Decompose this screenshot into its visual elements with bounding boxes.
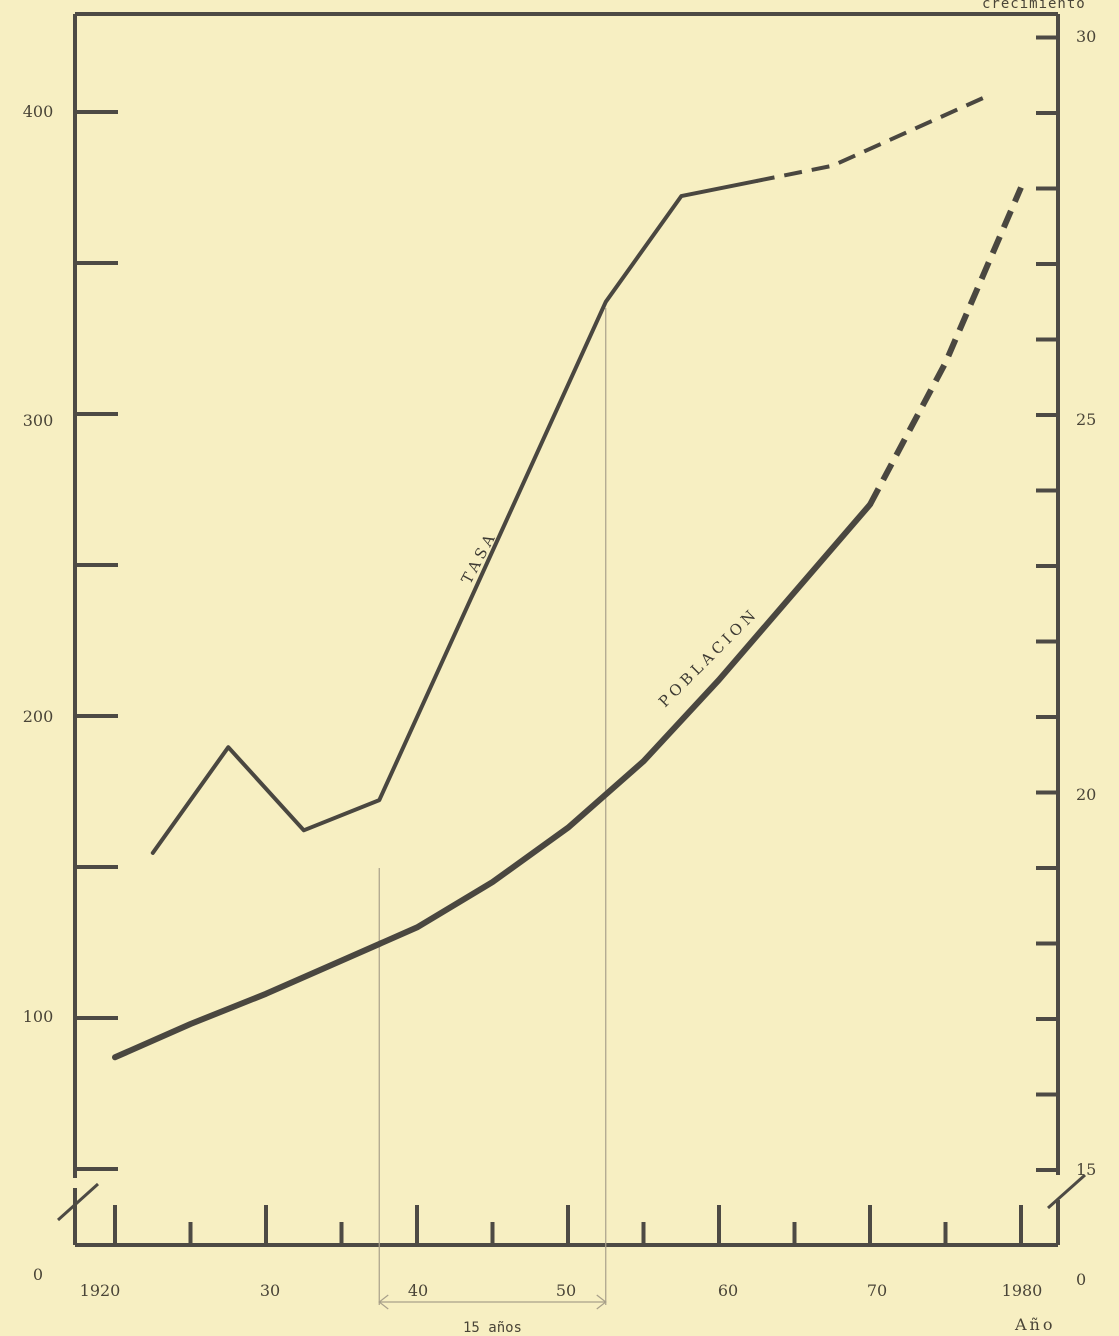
y-right-tick-label: 15 xyxy=(1076,1160,1096,1179)
chart-frame xyxy=(56,12,1086,1247)
y-right-tick-label: 0 xyxy=(1076,1270,1086,1289)
y-right-axis-title: crecimiento xyxy=(982,0,1086,12)
tasa-projection-line xyxy=(756,96,985,183)
right-axis-break xyxy=(1047,1173,1086,1210)
tasa-line xyxy=(150,178,759,855)
x-tick-label: 1920 xyxy=(80,1281,121,1300)
left-axis-break xyxy=(56,1182,100,1222)
y-right-tick-label: 30 xyxy=(1076,27,1096,46)
y-left-tick-label: 200 xyxy=(23,707,54,726)
annotation-label: 15 años xyxy=(463,1320,522,1336)
x-tick-label: 50 xyxy=(556,1281,576,1300)
annotation-arrow-right xyxy=(596,1294,607,1310)
x-axis-title: Año xyxy=(1014,1315,1056,1334)
y-left-tick-label: 100 xyxy=(23,1007,54,1026)
x-tick-label: 30 xyxy=(260,1281,280,1300)
y-right-tick-label: 25 xyxy=(1076,410,1096,429)
poblacion-projection-line xyxy=(867,186,1024,507)
poblacion-line xyxy=(112,501,873,1061)
y-left-tick-label: 300 xyxy=(23,411,54,430)
y-left-tick-label: 0 xyxy=(33,1265,43,1284)
x-tick-label: 70 xyxy=(867,1281,887,1300)
axis-ticks xyxy=(75,35,1058,1245)
y-left-tick-label: 400 xyxy=(23,102,54,121)
y-right-tick-label: 20 xyxy=(1076,785,1096,804)
x-tick-label: 60 xyxy=(718,1281,738,1300)
series-lines xyxy=(112,96,1024,1061)
x-tick-label: 40 xyxy=(408,1281,428,1300)
x-tick-label: 1980 xyxy=(1002,1281,1043,1300)
annotation-arrow-left xyxy=(378,1294,389,1310)
